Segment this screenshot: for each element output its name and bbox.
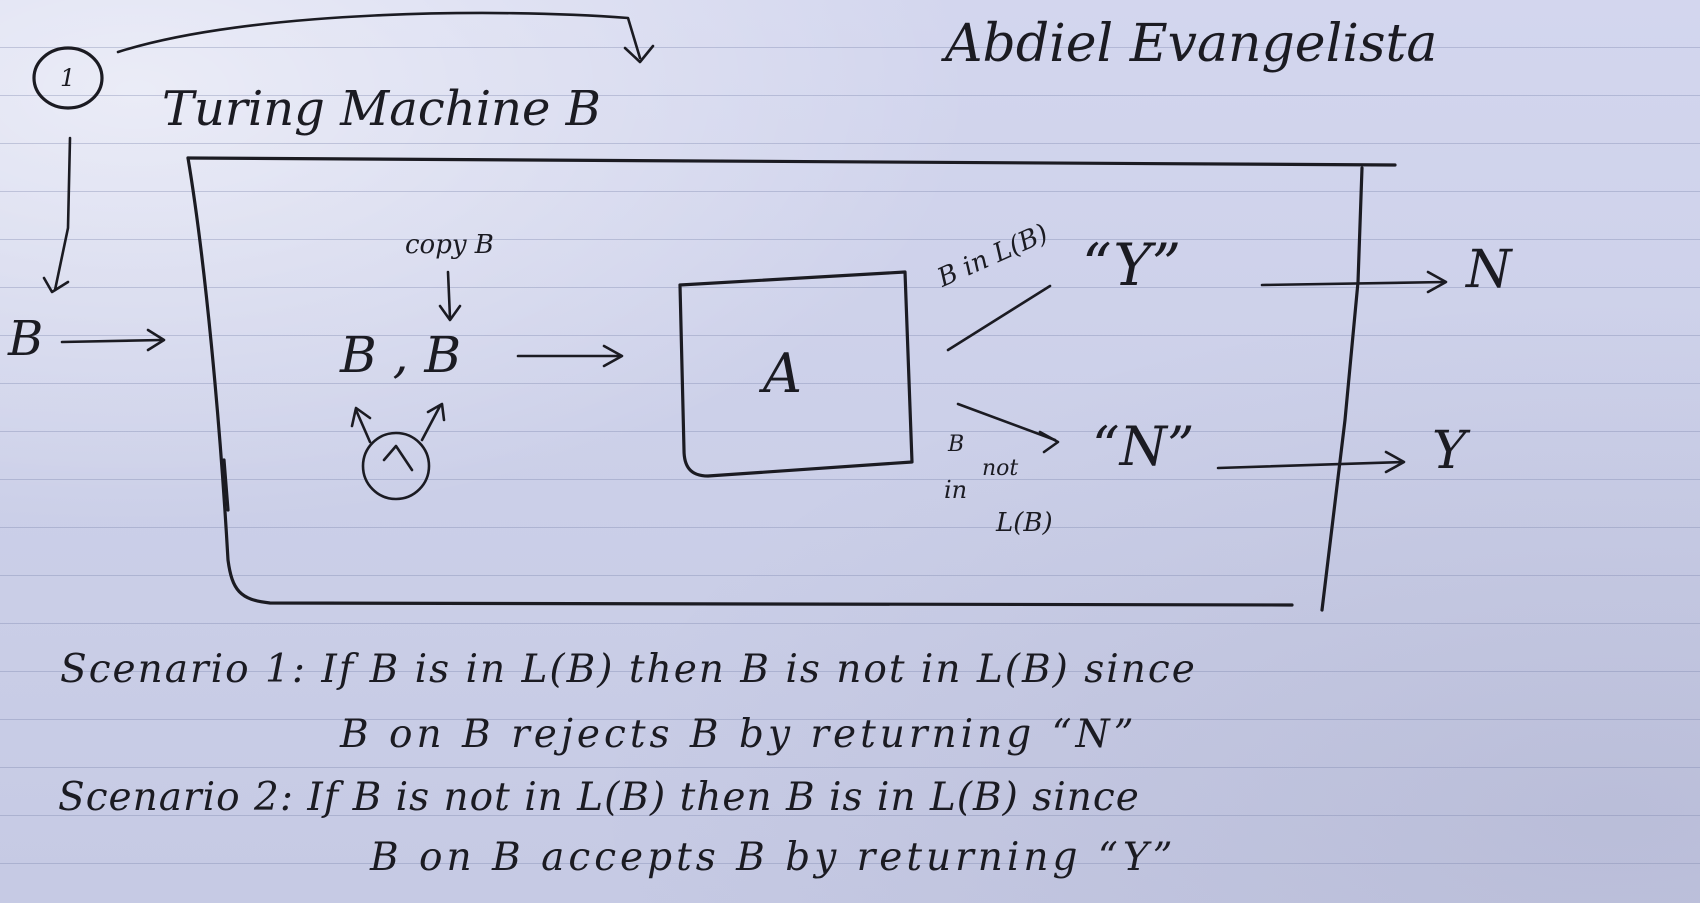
scenario-1-line-1: Scenario 1: If B is in L(B) then B is no…: [60, 647, 1197, 692]
accept-to-n-arrow: [1260, 280, 1447, 287]
feed-input-arrow: [53, 136, 72, 292]
copy-loop-right-arrowhead: [426, 402, 446, 422]
final-output-n: N: [1466, 240, 1512, 300]
copy-loop-circle: [361, 431, 431, 501]
copy-loop-left-arrow: [354, 408, 372, 444]
branch-out-label-3: in: [944, 476, 968, 504]
machine-left-mark: [222, 458, 230, 512]
machine-top-edge: [186, 156, 1397, 167]
branch-reject-line: [956, 402, 1057, 442]
diagram-heading: Turing Machine B: [162, 81, 601, 137]
scenario-1-line-2: B on B rejects B by returning “N”: [340, 712, 1138, 757]
feed-input-arrowhead: [42, 276, 70, 294]
branch-out-label-2: not: [982, 456, 1019, 481]
scenario-2-line-2: B on B accepts B by returning “Y”: [370, 835, 1177, 880]
branch-out-label-1: B: [948, 432, 965, 457]
feed-self-arrowhead: [623, 44, 655, 64]
copy-loop-right-arrow: [420, 404, 442, 442]
input-label: B: [8, 311, 44, 367]
problem-number: 1: [60, 64, 76, 92]
final-output-y: Y: [1432, 421, 1467, 481]
copy-arrow: [446, 270, 452, 320]
feed-self-arrow: [116, 11, 642, 60]
copy-loop-inner-mark: [382, 444, 414, 472]
branch-accept-line: [946, 284, 1052, 352]
machine-right-edge: [1320, 166, 1364, 612]
author-name: Abdiel Evangelista: [945, 14, 1438, 74]
copy-arrowhead: [438, 304, 462, 322]
copy-loop-left-arrowhead: [350, 406, 372, 428]
accept-output-label: “Y”: [1082, 231, 1182, 299]
reject-to-y-arrow: [1216, 460, 1405, 470]
subroutine-a-label: A: [763, 342, 802, 405]
problem-number-circle: [32, 46, 104, 110]
pair-to-a-arrowhead: [602, 344, 624, 368]
copy-pair: B , B: [340, 326, 462, 384]
subroutine-a-box: [678, 270, 914, 478]
accept-to-n-arrowhead: [1426, 270, 1448, 294]
machine-left-bottom-edge: [186, 156, 1294, 607]
reject-to-y-arrowhead: [1384, 450, 1406, 474]
reject-output-label: “N”: [1092, 415, 1195, 478]
branch-out-label-4: L(B): [996, 508, 1053, 538]
scenario-2-line-1: Scenario 2: If B is not in L(B) then B i…: [58, 775, 1140, 820]
branch-reject-arrowhead: [1038, 430, 1060, 454]
input-arrowhead: [146, 328, 166, 352]
copy-label: copy B: [405, 230, 494, 260]
input-arrow: [60, 338, 164, 344]
